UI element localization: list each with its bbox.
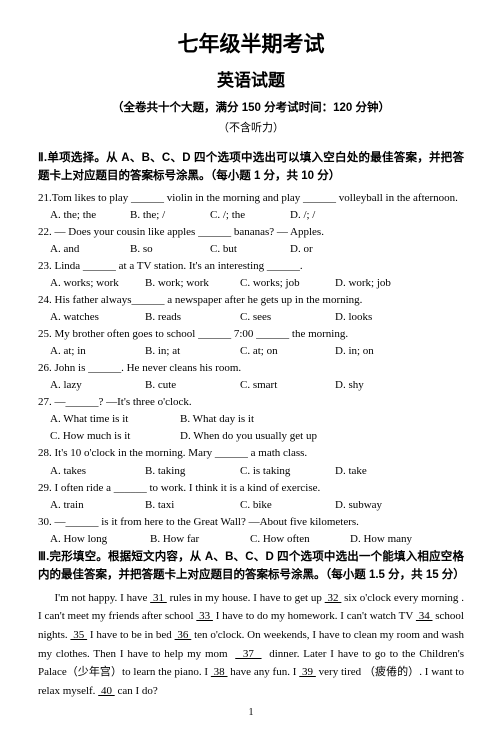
question-options: A. takesB. takingC. is takingD. take xyxy=(50,463,464,480)
option: B. reads xyxy=(145,309,240,326)
option: B. How far xyxy=(150,531,250,548)
question-stem: 27. —______? —It's three o'clock. xyxy=(38,394,464,411)
option: B. What day is it xyxy=(180,411,310,428)
question-stem: 21.Tom likes to play ______ violin in th… xyxy=(38,190,464,207)
option: D. looks xyxy=(335,309,430,326)
question-stem: 26. John is ______. He never cleans his … xyxy=(38,360,464,377)
option: C. How much is it xyxy=(50,428,180,445)
option: A. watches xyxy=(50,309,145,326)
option: B. in; at xyxy=(145,343,240,360)
sub-title: 英语试题 xyxy=(38,66,464,91)
option: C. How often xyxy=(250,531,350,548)
question-stem: 30. —______ is it from here to the Great… xyxy=(38,514,464,531)
option: D. How many xyxy=(350,531,450,548)
page-number: 1 xyxy=(38,707,464,718)
option: D. or xyxy=(290,241,370,258)
option: C. is taking xyxy=(240,463,335,480)
option: B. the; / xyxy=(130,207,210,224)
question-options: A. lazyB. cuteC. smartD. shy xyxy=(50,377,464,394)
option: A. train xyxy=(50,497,145,514)
question-options: A. andB. soC. butD. or xyxy=(50,241,464,258)
option: D. shy xyxy=(335,377,430,394)
question-options: A. trainB. taxiC. bikeD. subway xyxy=(50,497,464,514)
option: D. subway xyxy=(335,497,430,514)
question-options: A. What time is itB. What day is it xyxy=(50,411,464,428)
question-stem: 25. My brother often goes to school ____… xyxy=(38,326,464,343)
cloze-passage: I'm not happy. I have 31 rules in my hou… xyxy=(38,589,464,701)
option: A. takes xyxy=(50,463,145,480)
option: A. What time is it xyxy=(50,411,180,428)
option: A. How long xyxy=(50,531,150,548)
option: A. lazy xyxy=(50,377,145,394)
question-options: A. How longB. How farC. How oftenD. How … xyxy=(50,531,464,548)
question-stem: 28. It's 10 o'clock in the morning. Mary… xyxy=(38,445,464,462)
option: B. work; work xyxy=(145,275,240,292)
questions-container: 21.Tom likes to play ______ violin in th… xyxy=(38,190,464,548)
exam-note: （不含听力） xyxy=(38,119,464,135)
exam-page: 七年级半期考试 英语试题 （全卷共十个大题，满分 150 分考试时间：120 分… xyxy=(0,0,502,738)
section-2-heading: Ⅱ.单项选择。从 A、B、C、D 四个选项中选出可以填入空白处的最佳答案，并把答… xyxy=(38,149,464,186)
exam-info: （全卷共十个大题，满分 150 分考试时间：120 分钟） xyxy=(38,99,464,115)
option: D. work; job xyxy=(335,275,430,292)
option: B. so xyxy=(130,241,210,258)
question-stem: 24. His father always______ a newspaper … xyxy=(38,292,464,309)
question-stem: 29. I often ride a ______ to work. I thi… xyxy=(38,480,464,497)
option: A. the; the xyxy=(50,207,130,224)
option: D. When do you usually get up xyxy=(180,428,380,445)
option: A. works; work xyxy=(50,275,145,292)
option: A. and xyxy=(50,241,130,258)
option: C. but xyxy=(210,241,290,258)
option: D. take xyxy=(335,463,430,480)
option: B. cute xyxy=(145,377,240,394)
option: D. in; on xyxy=(335,343,430,360)
section-3-heading: Ⅲ.完形填空。根据短文内容，从 A、B、C、D 四个选项中选出一个能填入相应空格… xyxy=(38,548,464,585)
main-title: 七年级半期考试 xyxy=(38,28,464,58)
option: C. sees xyxy=(240,309,335,326)
question-options: A. works; workB. work; workC. works; job… xyxy=(50,275,464,292)
question-options: A. watchesB. readsC. seesD. looks xyxy=(50,309,464,326)
question-stem: 23. Linda ______ at a TV station. It's a… xyxy=(38,258,464,275)
option: C. works; job xyxy=(240,275,335,292)
option: C. at; on xyxy=(240,343,335,360)
question-stem: 22. — Does your cousin like apples _____… xyxy=(38,224,464,241)
question-options: A. the; theB. the; /C. /; theD. /; / xyxy=(50,207,464,224)
question-options: A. at; inB. in; atC. at; onD. in; on xyxy=(50,343,464,360)
option: B. taxi xyxy=(145,497,240,514)
option: C. smart xyxy=(240,377,335,394)
option: D. /; / xyxy=(290,207,370,224)
option: C. /; the xyxy=(210,207,290,224)
question-options: C. How much is itD. When do you usually … xyxy=(50,428,464,445)
option: C. bike xyxy=(240,497,335,514)
option: A. at; in xyxy=(50,343,145,360)
option: B. taking xyxy=(145,463,240,480)
